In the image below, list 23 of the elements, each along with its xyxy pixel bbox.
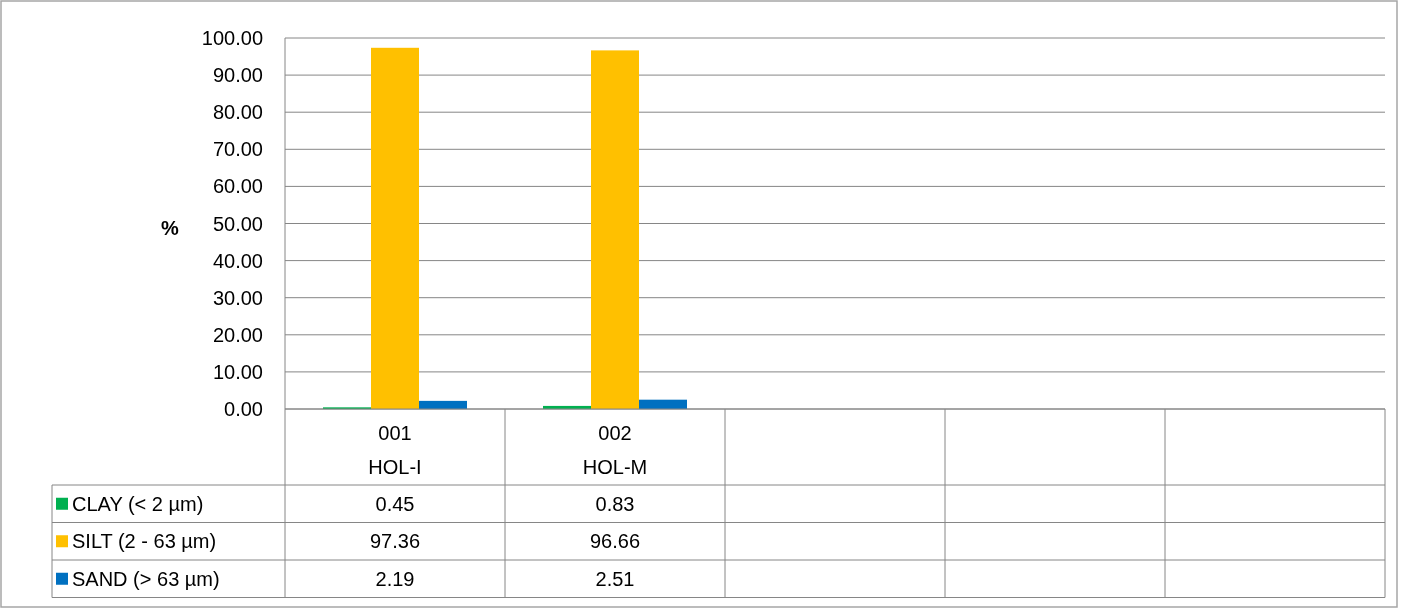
y-tick-label: 10.00: [212, 360, 263, 383]
legend-label: CLAY (< 2 µm): [72, 492, 204, 515]
y-tick-label: 70.00: [212, 138, 263, 161]
y-tick-label: 0.00: [224, 398, 263, 420]
y-tick-label: 20.00: [212, 323, 263, 346]
y-tick-label: 60.00: [212, 175, 263, 198]
y-tick-label: 100.00: [201, 27, 263, 49]
data-label: 2.19: [375, 567, 415, 590]
y-tick-label: 90.00: [212, 64, 263, 87]
x-tick-label: 001 HOL-I: [368, 422, 422, 478]
x-tick-label: 002 HOL-M: [582, 422, 648, 478]
legend-label: SILT (2 - 63 µm): [72, 530, 217, 553]
legend-label: SAND (> 63 µm): [72, 567, 220, 590]
y-tick-label: 40.00: [212, 249, 263, 272]
data-label: 97.36: [369, 530, 421, 553]
data-label: 0.45: [375, 492, 415, 515]
y-tick-label: 80.00: [212, 101, 263, 124]
y-tick-label: 30.00: [212, 286, 263, 309]
data-label: 2.51: [595, 567, 635, 590]
y-axis-title: %: [161, 217, 180, 239]
data-label: 0.83: [595, 492, 635, 515]
y-tick-label: 50.00: [212, 212, 263, 235]
data-label: 96.66: [589, 530, 641, 553]
